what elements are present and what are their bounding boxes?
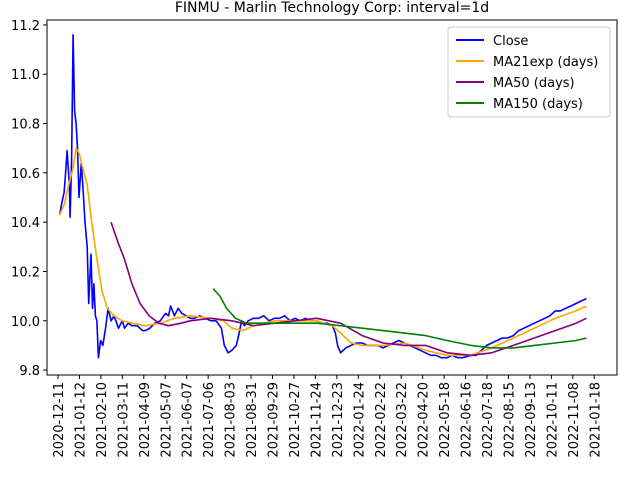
x-tick-label: 2022-01-24 xyxy=(352,382,367,458)
plot-area-frame xyxy=(46,19,618,376)
series-line-2 xyxy=(110,221,587,357)
y-tick-label: 9.8 xyxy=(19,364,40,379)
x-tick-label: 2021-12-23 xyxy=(331,382,346,458)
x-tick-label: 2021-09-29 xyxy=(267,382,282,458)
x-tick-label: 2021-02-10 xyxy=(95,382,110,458)
x-tick-label: 2022-05-18 xyxy=(438,382,453,458)
x-tick-label: 2022-06-16 xyxy=(460,382,475,458)
x-tick-label: 2021-06-07 xyxy=(181,382,196,458)
y-tick-label: 10.6 xyxy=(11,167,40,182)
x-axis: 2020-12-11 2021-01-12 2021-02-10 2021-03-11… xyxy=(52,375,603,458)
x-tick-label: 2021-03-11 xyxy=(116,382,131,458)
y-tick-label: 11.2 xyxy=(11,19,40,34)
x-tick-label: 2022-10-11 xyxy=(545,382,560,458)
legend-label: Close xyxy=(493,34,528,49)
y-tick-label: 10.2 xyxy=(11,265,40,280)
y-tick-label: 10.8 xyxy=(11,118,40,133)
x-tick-label: 2021-08-03 xyxy=(224,382,239,458)
x-tick-label: 2022-08-15 xyxy=(502,382,517,458)
legend: Close MA21exp (days) MA50 (days) MA150 (day… xyxy=(447,26,611,118)
legend-label: MA50 (days) xyxy=(493,76,575,91)
legend-label: MA21exp (days) xyxy=(493,55,598,70)
y-tick-label: 10.0 xyxy=(11,315,40,330)
x-tick-label: 2021-01-18 xyxy=(588,382,603,458)
x-tick-label: 2021-04-09 xyxy=(138,382,153,458)
legend-box xyxy=(447,26,611,118)
x-tick-label: 2021-07-06 xyxy=(202,382,217,458)
x-tick-label: 2022-04-20 xyxy=(417,382,432,458)
y-axis: 9.8 10.0 10.2 10.4 10.6 10.8 11.0 11.2 xyxy=(11,19,47,379)
legend-label: MA150 (days) xyxy=(493,97,583,112)
series-line-3 xyxy=(212,288,587,349)
x-tick-label: 2021-05-07 xyxy=(159,382,174,458)
x-tick-label: 2022-09-13 xyxy=(524,382,539,458)
x-tick-label: 2020-12-11 xyxy=(52,382,67,458)
x-tick-label: 2022-02-22 xyxy=(374,382,389,458)
chart-title: FINMU - Marlin Technology Corp: interval… xyxy=(175,0,489,16)
x-tick-label: 2021-08-31 xyxy=(245,382,260,458)
x-tick-label: 2021-01-12 xyxy=(73,382,88,458)
series-line-1 xyxy=(58,147,587,357)
x-tick-label: 2022-03-22 xyxy=(395,382,410,458)
y-tick-label: 11.0 xyxy=(11,68,40,83)
x-tick-label: 2022-11-08 xyxy=(567,382,582,458)
y-tick-label: 10.4 xyxy=(11,216,40,231)
x-tick-label: 2022-07-18 xyxy=(481,382,496,458)
x-tick-label: 2021-11-24 xyxy=(309,382,324,458)
x-tick-label: 2021-10-27 xyxy=(288,382,303,458)
series-layer xyxy=(58,34,587,359)
